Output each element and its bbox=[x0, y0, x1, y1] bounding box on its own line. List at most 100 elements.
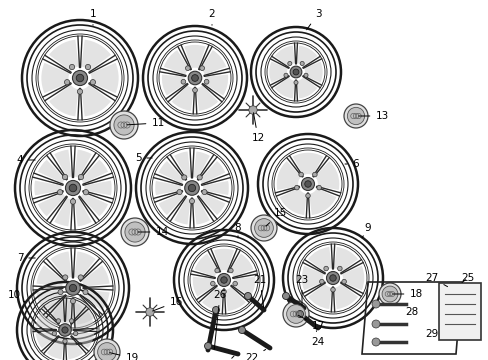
Wedge shape bbox=[292, 153, 323, 175]
Wedge shape bbox=[203, 181, 228, 195]
Circle shape bbox=[145, 308, 154, 316]
Circle shape bbox=[305, 193, 310, 198]
Wedge shape bbox=[202, 287, 223, 311]
Wedge shape bbox=[342, 266, 364, 290]
Text: 18: 18 bbox=[392, 289, 422, 299]
Circle shape bbox=[62, 275, 68, 280]
Circle shape bbox=[217, 274, 230, 287]
Circle shape bbox=[378, 283, 400, 305]
Circle shape bbox=[73, 331, 78, 336]
Circle shape bbox=[238, 327, 245, 333]
Circle shape bbox=[83, 289, 88, 294]
Wedge shape bbox=[84, 181, 111, 195]
Wedge shape bbox=[36, 331, 58, 348]
Text: 2: 2 bbox=[208, 9, 215, 25]
Wedge shape bbox=[199, 193, 225, 215]
Wedge shape bbox=[81, 265, 109, 287]
Circle shape bbox=[319, 279, 324, 284]
Wedge shape bbox=[81, 160, 108, 183]
Wedge shape bbox=[308, 188, 336, 215]
Text: 8: 8 bbox=[234, 223, 241, 238]
Wedge shape bbox=[304, 62, 322, 82]
Circle shape bbox=[56, 319, 61, 323]
Text: 24: 24 bbox=[311, 331, 324, 347]
Circle shape bbox=[232, 282, 237, 286]
Wedge shape bbox=[314, 161, 339, 190]
Text: 10: 10 bbox=[7, 290, 25, 302]
Wedge shape bbox=[36, 312, 58, 329]
Circle shape bbox=[65, 281, 80, 295]
Wedge shape bbox=[274, 77, 294, 99]
Circle shape bbox=[329, 275, 336, 281]
Circle shape bbox=[76, 74, 83, 82]
Text: 9: 9 bbox=[361, 223, 370, 238]
Circle shape bbox=[341, 279, 346, 284]
Circle shape bbox=[85, 64, 90, 69]
Circle shape bbox=[64, 80, 70, 85]
Circle shape bbox=[330, 287, 335, 292]
Circle shape bbox=[283, 301, 308, 327]
Circle shape bbox=[98, 343, 116, 360]
Wedge shape bbox=[41, 63, 69, 93]
Circle shape bbox=[304, 73, 307, 77]
Wedge shape bbox=[213, 249, 234, 271]
Circle shape bbox=[65, 180, 81, 195]
Circle shape bbox=[182, 175, 186, 180]
Wedge shape bbox=[81, 40, 111, 71]
Text: 7: 7 bbox=[17, 253, 35, 263]
Wedge shape bbox=[193, 152, 209, 178]
Wedge shape bbox=[296, 77, 317, 99]
Circle shape bbox=[212, 306, 219, 314]
Wedge shape bbox=[74, 297, 96, 324]
Wedge shape bbox=[274, 45, 294, 67]
Wedge shape bbox=[74, 150, 92, 178]
Circle shape bbox=[192, 88, 197, 93]
Wedge shape bbox=[66, 301, 83, 323]
Text: 19: 19 bbox=[109, 353, 138, 360]
Wedge shape bbox=[81, 85, 111, 116]
Text: 17: 17 bbox=[298, 315, 324, 331]
Wedge shape bbox=[50, 252, 72, 279]
Circle shape bbox=[210, 282, 215, 286]
Circle shape bbox=[300, 62, 304, 66]
Wedge shape bbox=[200, 50, 226, 75]
Circle shape bbox=[121, 218, 149, 246]
Text: 21: 21 bbox=[253, 275, 266, 307]
Circle shape bbox=[312, 172, 317, 177]
FancyBboxPatch shape bbox=[438, 283, 480, 340]
Circle shape bbox=[110, 111, 138, 139]
Wedge shape bbox=[196, 85, 218, 111]
Circle shape bbox=[284, 73, 287, 77]
Text: 20: 20 bbox=[215, 356, 234, 360]
Text: 25: 25 bbox=[461, 273, 474, 283]
Circle shape bbox=[214, 268, 219, 273]
Circle shape bbox=[189, 199, 194, 204]
Wedge shape bbox=[49, 40, 79, 71]
Wedge shape bbox=[225, 287, 245, 311]
Text: 12: 12 bbox=[251, 113, 264, 143]
Circle shape bbox=[381, 286, 397, 302]
Wedge shape bbox=[37, 289, 64, 311]
Wedge shape bbox=[74, 252, 96, 279]
Wedge shape bbox=[296, 45, 317, 67]
Circle shape bbox=[188, 184, 195, 192]
Wedge shape bbox=[307, 247, 331, 272]
Text: 1: 1 bbox=[89, 9, 96, 25]
Text: 27: 27 bbox=[425, 273, 447, 287]
Circle shape bbox=[248, 106, 257, 114]
Circle shape bbox=[57, 190, 62, 195]
Wedge shape bbox=[90, 63, 119, 93]
Circle shape bbox=[94, 339, 120, 360]
Circle shape bbox=[69, 184, 77, 192]
Wedge shape bbox=[162, 75, 186, 95]
Circle shape bbox=[316, 185, 321, 190]
Circle shape bbox=[204, 80, 208, 84]
Wedge shape bbox=[47, 301, 64, 323]
Circle shape bbox=[244, 292, 251, 300]
Text: 4: 4 bbox=[17, 155, 35, 165]
Circle shape bbox=[337, 266, 342, 271]
Wedge shape bbox=[163, 50, 189, 75]
Circle shape bbox=[62, 174, 67, 180]
Wedge shape bbox=[193, 198, 209, 225]
Circle shape bbox=[90, 80, 95, 85]
